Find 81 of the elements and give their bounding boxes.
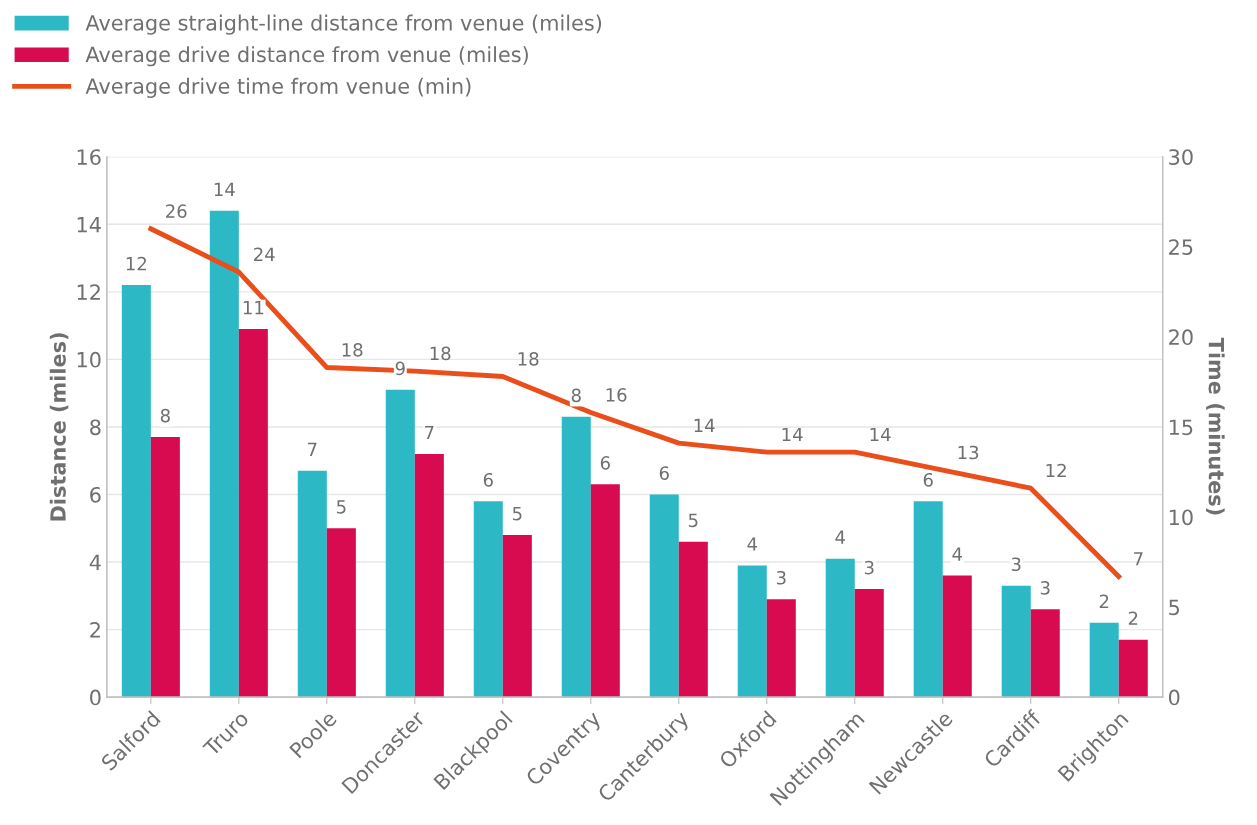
data-label: 12 (126, 256, 146, 271)
data-label: 14 (870, 427, 891, 442)
data-label: 9 (395, 361, 405, 376)
y-tick-label: 0 (90, 689, 101, 706)
data-label: 8 (160, 408, 170, 423)
data-label: 3 (864, 560, 874, 575)
data-label: 2 (1128, 611, 1138, 625)
data-label: 2 (1099, 594, 1109, 608)
bar (825, 558, 855, 698)
data-label: 6 (600, 456, 610, 470)
data-label: 24 (254, 247, 275, 261)
bar (1030, 609, 1060, 698)
y-tick-label: 16 (77, 149, 101, 165)
bar (385, 389, 415, 698)
data-label: 16 (606, 388, 627, 402)
bar (942, 575, 972, 698)
bar (737, 565, 767, 698)
data-label: 5 (512, 506, 522, 521)
bar (590, 484, 620, 698)
y2-axis-title: Time (minutes) (1206, 337, 1225, 515)
y2-tick-label: 0 (1168, 689, 1180, 706)
bar (913, 501, 943, 698)
legend-label: Average drive time from venue (min) (85, 77, 471, 98)
bar (414, 453, 444, 698)
bar (473, 501, 503, 698)
y-tick-label: 8 (90, 419, 101, 436)
data-label: 7 (1134, 552, 1143, 566)
data-label: 14 (214, 182, 235, 196)
data-label: 26 (166, 204, 187, 218)
y2-tick-label: 15 (1169, 419, 1193, 436)
bar (1118, 639, 1148, 698)
data-label: 6 (659, 466, 669, 480)
bar (150, 437, 180, 698)
bar (678, 541, 708, 698)
data-label: 14 (782, 427, 803, 442)
bar (297, 470, 327, 698)
bar (502, 535, 532, 698)
data-label: 4 (835, 530, 845, 544)
data-label: 6 (923, 472, 933, 487)
data-label: 3 (1040, 581, 1050, 595)
data-label: 11 (243, 300, 264, 315)
data-label: 7 (308, 442, 317, 456)
y-tick-label: 12 (77, 284, 100, 300)
y-axis-title: Distance (miles) (49, 333, 69, 521)
data-label: 6 (483, 472, 493, 487)
y2-tick-label: 30 (1169, 149, 1193, 165)
y-tick-label: 10 (77, 351, 101, 368)
legend-label: Average drive distance from venue (miles) (85, 46, 528, 67)
y-tick-label: 2 (90, 622, 100, 638)
bar (1001, 585, 1031, 698)
data-label: 4 (747, 537, 757, 551)
data-label: 7 (425, 425, 434, 440)
data-label: 3 (1011, 557, 1021, 572)
y-tick-label: 14 (77, 217, 101, 233)
data-label: 5 (336, 500, 346, 514)
y2-tick-label: 20 (1169, 329, 1193, 346)
y2-tick-label: 10 (1169, 509, 1193, 526)
data-label: 18 (518, 351, 539, 366)
y-tick-label: 6 (90, 486, 101, 503)
y2-tick-label: 5 (1169, 599, 1180, 616)
bar (326, 528, 356, 698)
y2-tick-label: 25 (1169, 239, 1193, 256)
bar (1089, 622, 1119, 698)
bar (238, 328, 268, 698)
bar (121, 285, 151, 698)
data-label: 13 (958, 445, 979, 460)
bar (766, 599, 796, 698)
bar (561, 416, 591, 698)
data-label: 8 (571, 388, 581, 403)
data-label: 4 (952, 547, 962, 561)
data-label: 14 (694, 418, 715, 433)
data-label: 18 (342, 342, 363, 357)
bar (854, 589, 884, 698)
data-label: 5 (688, 513, 698, 528)
bar (649, 494, 679, 698)
data-label: 12 (1046, 463, 1066, 478)
data-label: 3 (776, 570, 786, 585)
data-label: 18 (430, 346, 451, 361)
y-tick-label: 4 (89, 554, 101, 570)
bar (209, 210, 239, 698)
legend-label: Average straight-line distance from venue (miles) (85, 14, 602, 35)
